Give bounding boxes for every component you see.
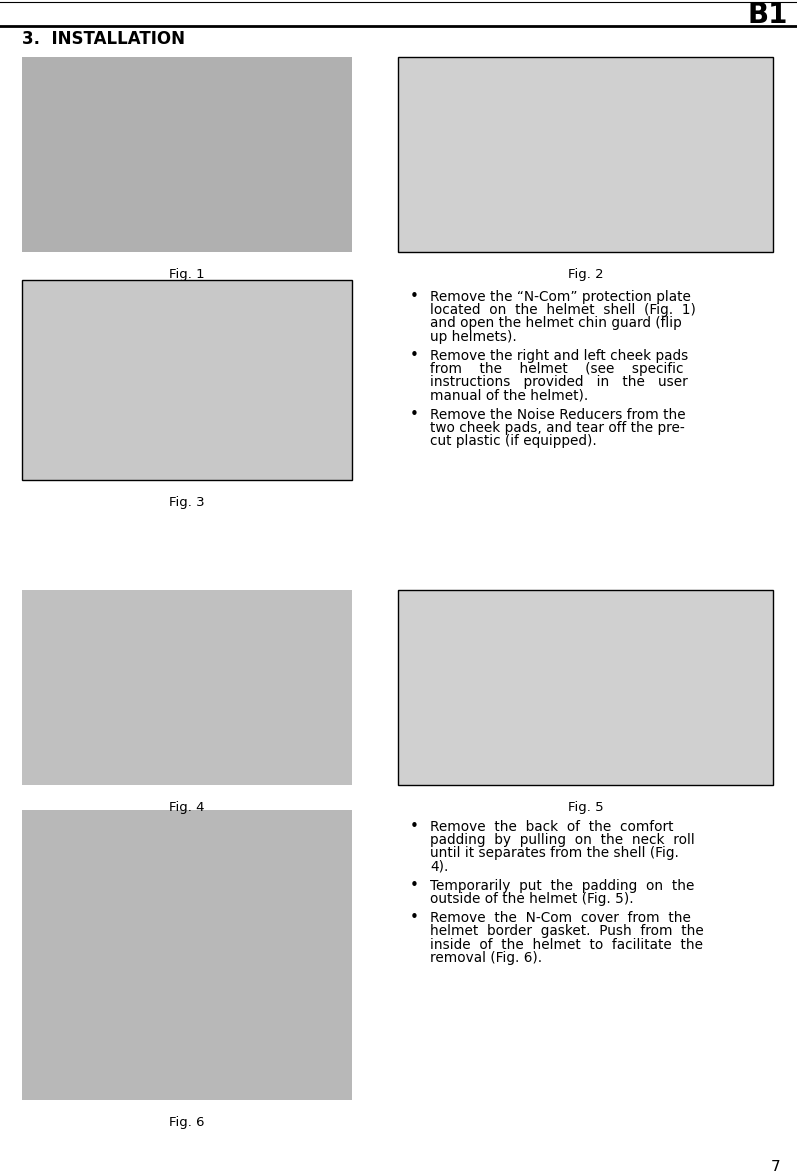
Text: from    the    helmet    (see    specific: from the helmet (see specific xyxy=(430,362,684,376)
Text: •: • xyxy=(410,820,418,834)
Text: and open the helmet chin guard (flip: and open the helmet chin guard (flip xyxy=(430,316,681,330)
Text: located  on  the  helmet  shell  (Fig.  1): located on the helmet shell (Fig. 1) xyxy=(430,303,696,317)
Text: •: • xyxy=(410,348,418,363)
Text: outside of the helmet (Fig. 5).: outside of the helmet (Fig. 5). xyxy=(430,892,634,906)
Text: two cheek pads, and tear off the pre-: two cheek pads, and tear off the pre- xyxy=(430,420,685,434)
Bar xyxy=(22,810,352,1100)
Bar xyxy=(22,57,352,252)
Bar xyxy=(398,57,773,252)
Text: Remove the Noise Reducers from the: Remove the Noise Reducers from the xyxy=(430,408,685,422)
Text: Remove the “N-Com” protection plate: Remove the “N-Com” protection plate xyxy=(430,290,691,304)
Text: 3.  INSTALLATION: 3. INSTALLATION xyxy=(22,30,185,48)
Text: padding  by  pulling  on  the  neck  roll: padding by pulling on the neck roll xyxy=(430,834,695,848)
Bar xyxy=(398,590,773,785)
Text: •: • xyxy=(410,878,418,893)
Text: inside  of  the  helmet  to  facilitate  the: inside of the helmet to facilitate the xyxy=(430,938,703,952)
Bar xyxy=(22,280,352,480)
Text: up helmets).: up helmets). xyxy=(430,330,516,344)
Text: •: • xyxy=(410,406,418,422)
Text: cut plastic (if equipped).: cut plastic (if equipped). xyxy=(430,434,597,448)
Text: B1: B1 xyxy=(748,1,788,29)
Text: helmet  border  gasket.  Push  from  the: helmet border gasket. Push from the xyxy=(430,924,704,938)
Text: Remove  the  back  of  the  comfort: Remove the back of the comfort xyxy=(430,820,673,834)
Text: instructions   provided   in   the   user: instructions provided in the user xyxy=(430,375,688,389)
Text: 4).: 4). xyxy=(430,860,449,874)
Text: Fig. 6: Fig. 6 xyxy=(169,1116,205,1129)
Text: Fig. 4: Fig. 4 xyxy=(169,801,205,814)
Text: •: • xyxy=(410,910,418,925)
Text: until it separates from the shell (Fig.: until it separates from the shell (Fig. xyxy=(430,847,679,861)
Text: 7: 7 xyxy=(771,1160,780,1171)
Text: Remove the right and left cheek pads: Remove the right and left cheek pads xyxy=(430,349,689,363)
Text: Fig. 1: Fig. 1 xyxy=(169,268,205,281)
Text: Fig. 2: Fig. 2 xyxy=(567,268,603,281)
Text: Remove  the  N-Com  cover  from  the: Remove the N-Com cover from the xyxy=(430,911,691,925)
Text: removal (Fig. 6).: removal (Fig. 6). xyxy=(430,951,542,965)
Text: manual of the helmet).: manual of the helmet). xyxy=(430,389,588,403)
Text: Fig. 5: Fig. 5 xyxy=(567,801,603,814)
Text: •: • xyxy=(410,289,418,304)
Text: Temporarily  put  the  padding  on  the: Temporarily put the padding on the xyxy=(430,878,694,892)
Bar xyxy=(22,590,352,785)
Text: Fig. 3: Fig. 3 xyxy=(169,497,205,509)
